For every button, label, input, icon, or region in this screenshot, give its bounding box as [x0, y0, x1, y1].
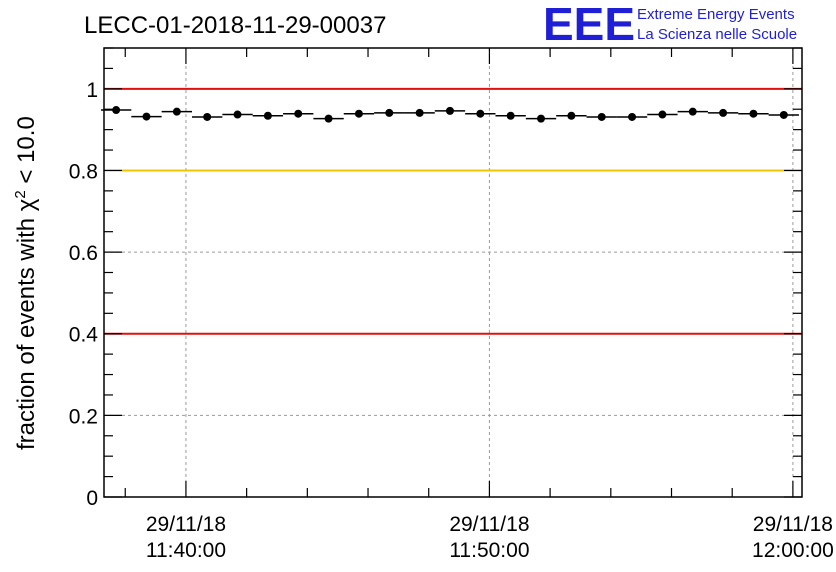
- logo-line-2: La Scienza nelle Scuole: [637, 26, 797, 43]
- data-point: [233, 110, 242, 119]
- logo-text: EEE: [543, 0, 635, 50]
- data-point: [476, 109, 485, 118]
- data-point: [597, 112, 606, 121]
- y-tick-label: 0.8: [69, 160, 98, 183]
- y-tick-label: 0.6: [69, 242, 98, 265]
- data-point: [203, 112, 212, 121]
- data-point: [719, 108, 728, 117]
- eee-logo: EEE Extreme Energy Events La Scienza nel…: [543, 0, 797, 50]
- x-tick-label-time: 11:40:00: [146, 539, 226, 562]
- data-point: [263, 111, 272, 120]
- x-tick-label-date: 29/11/18: [753, 513, 833, 536]
- data-point: [506, 111, 515, 120]
- data-point: [779, 110, 788, 119]
- data-point: [142, 112, 151, 121]
- data-point: [112, 106, 121, 115]
- data-point: [567, 111, 576, 120]
- data-point: [628, 112, 637, 121]
- axes: 0 0.2 0.4 0.6 0.8 1 29/11/18 11:40:00 29/11/18 11…: [69, 47, 834, 562]
- x-tick-label-time: 12:00:00: [752, 539, 834, 562]
- logo-line-1: Extreme Energy Events: [637, 6, 795, 23]
- data-point: [688, 107, 697, 116]
- chart-title: LECC-01-2018-11-29-00037: [84, 12, 386, 39]
- data-point: [294, 109, 303, 118]
- data-point: [385, 108, 394, 117]
- data-point: [658, 110, 667, 119]
- reference-lines: [104, 87, 802, 335]
- x-tick-label-time: 11:50:00: [449, 539, 529, 562]
- x-tick-label-date: 29/11/18: [146, 513, 226, 536]
- data-point: [415, 108, 424, 117]
- x-tick-label-date: 29/11/18: [449, 513, 529, 536]
- data-point: [354, 109, 363, 118]
- data-point: [445, 106, 454, 115]
- data-points: [100, 106, 799, 123]
- y-axis-label: fraction of events with χ2 < 10.0: [12, 116, 40, 450]
- y-tick-label: 0.2: [69, 405, 98, 428]
- y-tick-label: 0.4: [69, 324, 99, 347]
- data-point: [537, 114, 546, 123]
- data-point: [324, 114, 333, 123]
- data-point: [749, 109, 758, 118]
- data-point: [172, 107, 181, 116]
- y-tick-label: 0: [86, 487, 98, 510]
- y-tick-label: 1: [86, 79, 98, 102]
